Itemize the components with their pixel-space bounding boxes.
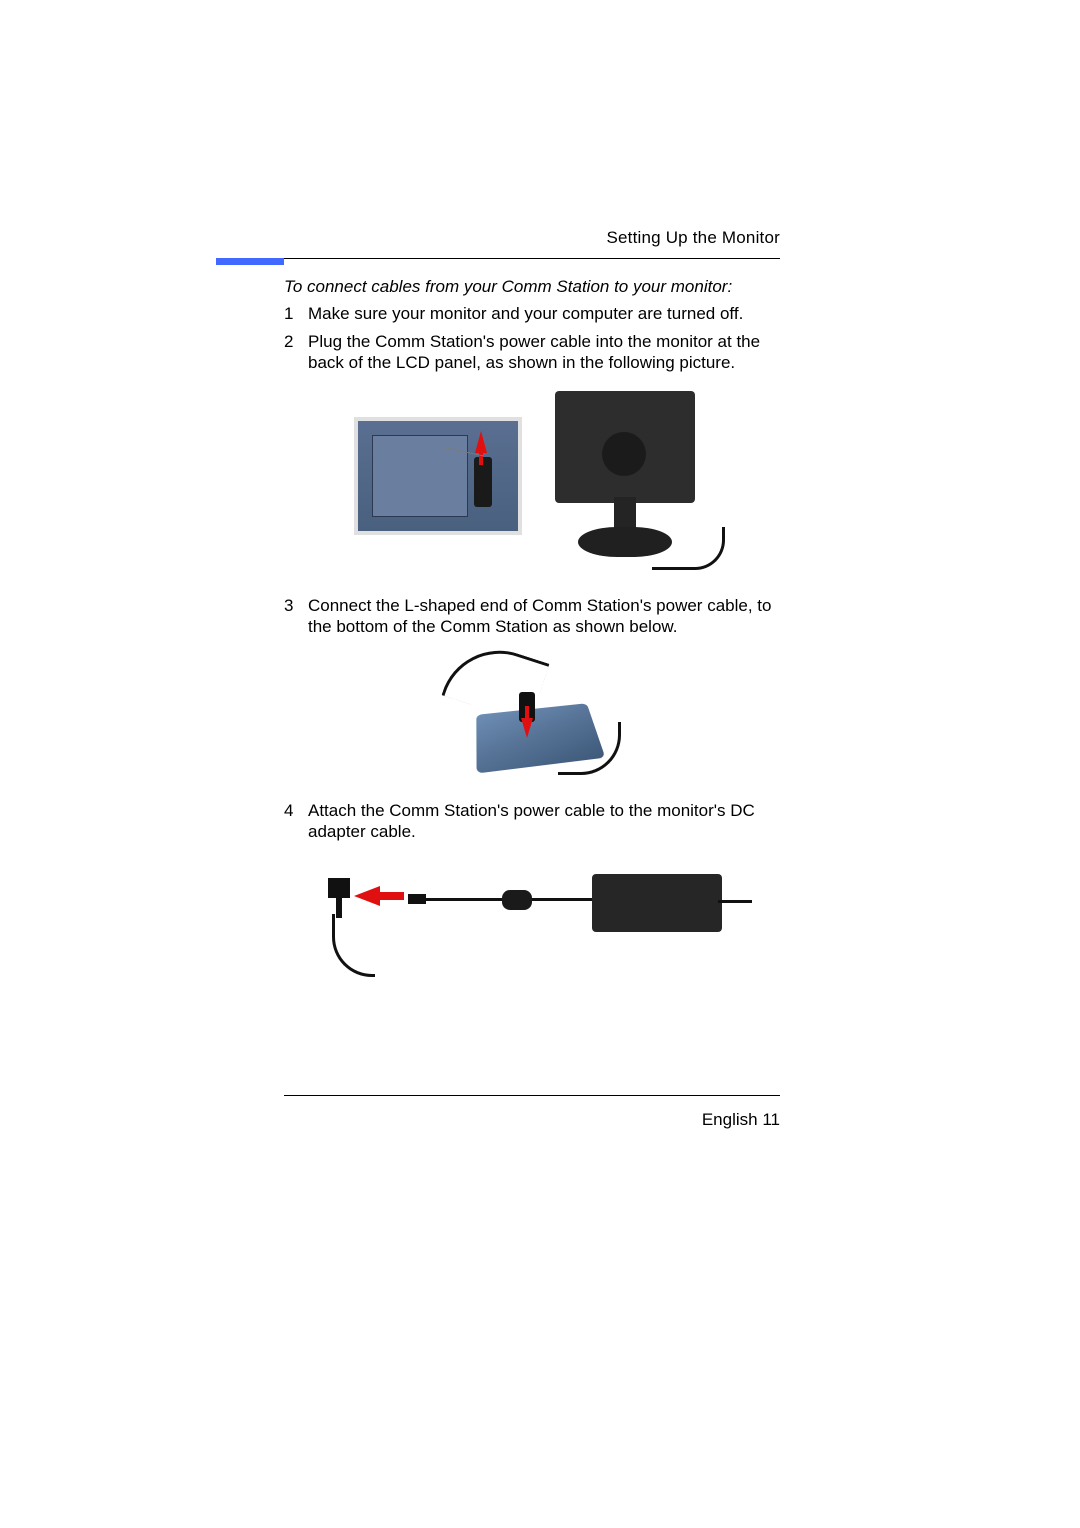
step-list: 1 Make sure your monitor and your comput… (284, 303, 780, 373)
top-rule (284, 258, 780, 259)
step-list: 3 Connect the L-shaped end of Comm Stati… (284, 595, 780, 638)
step-text: Connect the L-shaped end of Comm Station… (308, 595, 780, 638)
cable-icon (558, 722, 621, 775)
step-item: 2 Plug the Comm Station's power cable in… (284, 331, 780, 374)
monitor-neck-icon (614, 497, 636, 531)
cable-tail-icon (332, 914, 375, 977)
figure-1 (284, 387, 780, 577)
step-item: 4 Attach the Comm Station's power cable … (284, 800, 780, 843)
step-item: 1 Make sure your monitor and your comput… (284, 303, 780, 324)
bottom-rule (284, 1095, 780, 1096)
cable-plug-icon (474, 457, 492, 507)
cable-icon (652, 527, 725, 570)
intro-line: To connect cables from your Comm Station… (284, 276, 780, 297)
adapter-brick-icon (592, 874, 722, 932)
step-list: 4 Attach the Comm Station's power cable … (284, 800, 780, 843)
running-head: Setting Up the Monitor (606, 228, 780, 248)
step-text: Attach the Comm Station's power cable to… (308, 800, 780, 843)
ferrite-bead-icon (502, 890, 532, 910)
red-up-arrow-icon (475, 431, 487, 453)
red-down-arrow-icon (521, 718, 533, 738)
figure-2 (284, 652, 780, 782)
footer-page-number: 11 (762, 1110, 780, 1129)
monitor-hub-icon (602, 432, 646, 476)
step-item: 3 Connect the L-shaped end of Comm Stati… (284, 595, 780, 638)
figure-1a-panel-closeup (354, 417, 522, 535)
step-number: 2 (284, 331, 308, 352)
footer-language: English (702, 1110, 758, 1129)
figure-3 (284, 856, 780, 976)
figure-2-comm-station-underside (437, 652, 627, 782)
body-text: To connect cables from your Comm Station… (284, 276, 780, 994)
accent-bar (216, 258, 284, 265)
page-footer: English 11 (702, 1110, 780, 1130)
step-text: Plug the Comm Station's power cable into… (308, 331, 780, 374)
figure-1b-monitor-rear (540, 387, 710, 577)
red-left-arrow-icon (354, 886, 380, 906)
l-plug-icon (328, 878, 350, 898)
step-number: 1 (284, 303, 308, 324)
step-number: 3 (284, 595, 308, 616)
step-number: 4 (284, 800, 308, 821)
step-text: Make sure your monitor and your computer… (308, 303, 780, 324)
document-page: Setting Up the Monitor To connect cables… (0, 0, 1080, 1528)
figure-3-dc-adapter (312, 856, 752, 976)
cable-icon (718, 900, 752, 903)
